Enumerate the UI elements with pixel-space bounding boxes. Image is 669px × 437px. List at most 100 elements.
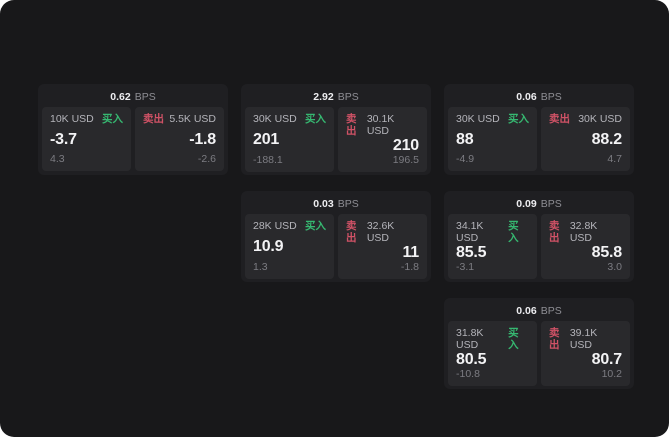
buy-label[interactable]: 买入 bbox=[305, 220, 326, 232]
card-header: 0.09 BPS bbox=[448, 195, 630, 214]
sell-panel-top: 卖出 5.5K USD bbox=[143, 113, 216, 125]
sell-price: 11 bbox=[402, 244, 419, 261]
buy-delta: 1.3 bbox=[253, 261, 268, 273]
buy-panel-top: 34.1K USD 买入 bbox=[456, 220, 529, 244]
bps-unit: BPS bbox=[540, 198, 562, 210]
buy-delta: -3.1 bbox=[456, 261, 475, 273]
buy-panel[interactable]: 34.1K USD 买入 85.5 -3.1 bbox=[448, 214, 537, 279]
bps-unit: BPS bbox=[540, 91, 562, 103]
bps-value: 0.06 bbox=[516, 305, 537, 317]
card-header: 0.06 BPS bbox=[448, 302, 630, 321]
sell-amount: 39.1K USD bbox=[569, 327, 598, 351]
bps-value: 0.09 bbox=[516, 198, 537, 210]
bps-unit: BPS bbox=[540, 305, 562, 317]
buy-panel[interactable]: 30K USD 买入 88 -4.9 bbox=[448, 107, 537, 171]
card-header: 2.92 BPS bbox=[245, 88, 427, 107]
sell-label[interactable]: 卖出 bbox=[346, 220, 357, 244]
sell-panel-top: 卖出 32.6K USD bbox=[346, 220, 419, 244]
bps-unit: BPS bbox=[134, 91, 156, 103]
sell-panel-top: 卖出 30.1K USD bbox=[346, 113, 419, 137]
card-header: 0.03 BPS bbox=[245, 195, 427, 214]
buy-panel-top: 28K USD 买入 bbox=[253, 220, 326, 232]
sell-panel[interactable]: 卖出 30.1K USD 210 196.5 bbox=[338, 107, 427, 172]
buy-price: 80.5 bbox=[456, 351, 487, 368]
buy-price: 201 bbox=[253, 131, 280, 148]
card-body: 30K USD 买入 201 -188.1 卖出 30.1K USD 210 1… bbox=[245, 107, 427, 172]
buy-panel-top: 30K USD 买入 bbox=[253, 113, 326, 125]
sell-amount: 32.6K USD bbox=[366, 220, 395, 244]
sell-amount: 5.5K USD bbox=[169, 113, 216, 125]
sell-delta: 196.5 bbox=[392, 154, 419, 166]
sell-panel[interactable]: 卖出 30K USD 88.2 4.7 bbox=[541, 107, 630, 171]
buy-panel-top: 30K USD 买入 bbox=[456, 113, 529, 125]
sell-panel-top: 卖出 39.1K USD bbox=[549, 327, 622, 351]
sell-delta: 4.7 bbox=[607, 153, 622, 165]
buy-panel[interactable]: 10K USD 买入 -3.7 4.3 bbox=[42, 107, 131, 171]
sell-label[interactable]: 卖出 bbox=[549, 327, 560, 351]
sell-price: -1.8 bbox=[189, 130, 216, 148]
buy-delta: -188.1 bbox=[253, 154, 283, 166]
sell-price: 88.2 bbox=[591, 130, 623, 148]
quote-card: 0.06 BPS 30K USD 买入 88 -4.9 卖出 30K USD 8… bbox=[444, 84, 634, 175]
bps-unit: BPS bbox=[337, 91, 359, 103]
buy-price: 10.9 bbox=[253, 238, 284, 255]
sell-panel[interactable]: 卖出 32.8K USD 85.8 3.0 bbox=[541, 214, 630, 279]
sell-delta: 3.0 bbox=[607, 261, 622, 273]
buy-price: 85.5 bbox=[456, 244, 487, 261]
sell-price: 85.8 bbox=[591, 244, 623, 261]
sell-panel[interactable]: 卖出 32.6K USD 11 -1.8 bbox=[338, 214, 427, 279]
sell-label[interactable]: 卖出 bbox=[549, 220, 560, 244]
buy-delta: 4.3 bbox=[50, 153, 65, 165]
buy-delta: -10.8 bbox=[456, 368, 480, 380]
buy-price: 88 bbox=[456, 130, 474, 148]
buy-delta: -4.9 bbox=[456, 153, 475, 165]
sell-price: 210 bbox=[392, 137, 419, 154]
buy-label[interactable]: 买入 bbox=[305, 113, 326, 125]
card-header: 0.06 BPS bbox=[448, 88, 630, 107]
bps-value: 0.06 bbox=[516, 91, 537, 103]
buy-amount: 30K USD bbox=[253, 113, 297, 125]
sell-delta: -1.8 bbox=[400, 261, 419, 273]
sell-label[interactable]: 卖出 bbox=[143, 113, 164, 125]
card-body: 31.8K USD 买入 80.5 -10.8 卖出 39.1K USD 80.… bbox=[448, 321, 630, 386]
quote-card: 0.06 BPS 31.8K USD 买入 80.5 -10.8 卖出 39.1… bbox=[444, 298, 634, 389]
bps-value: 0.03 bbox=[313, 198, 334, 210]
bps-value: 2.92 bbox=[313, 91, 334, 103]
card-header: 0.62 BPS bbox=[42, 88, 224, 107]
bps-unit: BPS bbox=[337, 198, 359, 210]
sell-label[interactable]: 卖出 bbox=[549, 113, 570, 125]
sell-delta: -2.6 bbox=[197, 153, 216, 165]
buy-amount: 10K USD bbox=[50, 113, 94, 125]
card-body: 34.1K USD 买入 85.5 -3.1 卖出 32.8K USD 85.8… bbox=[448, 214, 630, 279]
buy-amount: 30K USD bbox=[456, 113, 500, 125]
buy-amount: 31.8K USD bbox=[456, 327, 484, 351]
buy-panel[interactable]: 31.8K USD 买入 80.5 -10.8 bbox=[448, 321, 537, 386]
sell-panel[interactable]: 卖出 5.5K USD -1.8 -2.6 bbox=[135, 107, 224, 171]
buy-label[interactable]: 买入 bbox=[102, 113, 123, 125]
card-body: 28K USD 买入 10.9 1.3 卖出 32.6K USD 11 -1.8 bbox=[245, 214, 427, 279]
quote-card: 0.62 BPS 10K USD 买入 -3.7 4.3 卖出 5.5K USD… bbox=[38, 84, 228, 175]
sell-panel[interactable]: 卖出 39.1K USD 80.7 10.2 bbox=[541, 321, 630, 386]
buy-panel[interactable]: 30K USD 买入 201 -188.1 bbox=[245, 107, 334, 172]
sell-panel-top: 卖出 30K USD bbox=[549, 113, 622, 125]
buy-label[interactable]: 买入 bbox=[508, 327, 519, 351]
sell-panel-top: 卖出 32.8K USD bbox=[549, 220, 622, 244]
buy-label[interactable]: 买入 bbox=[508, 220, 519, 244]
card-body: 30K USD 买入 88 -4.9 卖出 30K USD 88.2 4.7 bbox=[448, 107, 630, 171]
buy-label[interactable]: 买入 bbox=[508, 113, 529, 125]
quotes-grid: 0.62 BPS 10K USD 买入 -3.7 4.3 卖出 5.5K USD… bbox=[38, 84, 634, 389]
buy-amount: 28K USD bbox=[253, 220, 297, 232]
sell-delta: 10.2 bbox=[601, 368, 622, 380]
buy-panel[interactable]: 28K USD 买入 10.9 1.3 bbox=[245, 214, 334, 279]
quote-card: 0.09 BPS 34.1K USD 买入 85.5 -3.1 卖出 32.8K… bbox=[444, 191, 634, 282]
card-body: 10K USD 买入 -3.7 4.3 卖出 5.5K USD -1.8 -2.… bbox=[42, 107, 224, 171]
sell-label[interactable]: 卖出 bbox=[346, 113, 357, 137]
sell-price: 80.7 bbox=[591, 351, 623, 368]
buy-panel-top: 10K USD 买入 bbox=[50, 113, 123, 125]
buy-amount: 34.1K USD bbox=[456, 220, 484, 244]
bps-value: 0.62 bbox=[110, 91, 131, 103]
quote-card: 2.92 BPS 30K USD 买入 201 -188.1 卖出 30.1K … bbox=[241, 84, 431, 175]
sell-amount: 30.1K USD bbox=[366, 113, 395, 137]
buy-panel-top: 31.8K USD 买入 bbox=[456, 327, 529, 351]
